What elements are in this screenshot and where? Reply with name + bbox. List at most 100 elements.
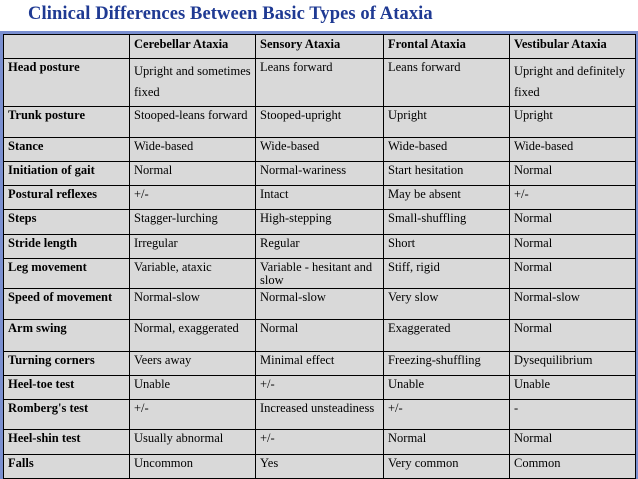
table-cell: -	[509, 399, 636, 431]
table-row: Head posture Upright and sometimes fixed…	[3, 57, 636, 108]
table-cell: Variable, ataxic	[129, 257, 256, 290]
table-cell: High-stepping	[255, 209, 384, 235]
table-cell: +/-	[383, 399, 510, 431]
title-divider	[0, 31, 638, 34]
table-cell: Normal	[509, 257, 636, 290]
right-frame-rule	[635, 34, 638, 479]
table-cell: Unable	[129, 374, 256, 401]
table-cell: Wide-based	[255, 136, 384, 162]
slide-title: Clinical Differences Between Basic Types…	[28, 4, 433, 24]
table-row: Turning corners Veers away Minimal effec…	[3, 350, 636, 376]
row-label: Head posture	[3, 57, 130, 108]
table-cell: Small-shuffling	[383, 209, 510, 235]
table-cell: Exaggerated	[383, 319, 510, 352]
table-cell: Upright	[509, 106, 636, 138]
table-cell: Regular	[255, 233, 384, 259]
table-cell: Variable - hesitant and slow	[255, 257, 384, 290]
table-cell: Leans forward	[383, 57, 510, 108]
table-cell: Upright	[383, 106, 510, 138]
table-row: Speed of movement Normal-slow Normal-slo…	[3, 288, 636, 321]
table-cell: Yes	[255, 453, 384, 479]
ataxia-comparison-table: Cerebellar Ataxia Sensory Ataxia Frontal…	[3, 34, 636, 479]
table-cell: +/-	[129, 399, 256, 431]
table-row: Romberg's test +/- Increased unsteadines…	[3, 399, 636, 431]
table-row: Postural reflexes +/- Intact May be abse…	[3, 185, 636, 211]
table-cell: Normal	[509, 319, 636, 352]
row-label: Initiation of gait	[3, 160, 130, 187]
row-label: Heel-shin test	[3, 429, 130, 455]
header-corner-cell	[3, 34, 130, 59]
table-cell: Normal	[509, 160, 636, 187]
table-cell: +/-	[129, 185, 256, 211]
table-cell: Very common	[383, 453, 510, 479]
table-row: Steps Stagger-lurching High-stepping Sma…	[3, 209, 636, 235]
table-cell: +/-	[255, 429, 384, 455]
table-cell: Very slow	[383, 288, 510, 321]
table-cell: Leans forward	[255, 57, 384, 108]
table-cell: Normal-slow	[509, 288, 636, 321]
table-cell: Uncommon	[129, 453, 256, 479]
header-cerebellar-ataxia: Cerebellar Ataxia	[129, 34, 256, 59]
header-vestibular-ataxia: Vestibular Ataxia	[509, 34, 636, 59]
table-cell: Stagger-lurching	[129, 209, 256, 235]
table-row: Falls Uncommon Yes Very common Common	[3, 453, 636, 479]
table-cell: Normal	[255, 319, 384, 352]
table-cell: Normal, exaggerated	[129, 319, 256, 352]
table-cell: Dysequilibrium	[509, 350, 636, 376]
table-cell: Irregular	[129, 233, 256, 259]
table-header-row: Cerebellar Ataxia Sensory Ataxia Frontal…	[3, 34, 636, 59]
row-label: Turning corners	[3, 350, 130, 376]
row-label: Stance	[3, 136, 130, 162]
table-cell: Intact	[255, 185, 384, 211]
table-cell: Wide-based	[383, 136, 510, 162]
row-label: Trunk posture	[3, 106, 130, 138]
table-cell: +/-	[255, 374, 384, 401]
table-cell: Normal-slow	[129, 288, 256, 321]
table-cell: Stooped-upright	[255, 106, 384, 138]
table-cell: Normal	[129, 160, 256, 187]
header-frontal-ataxia: Frontal Ataxia	[383, 34, 510, 59]
table-cell: Increased unsteadiness	[255, 399, 384, 431]
table-cell: Minimal effect	[255, 350, 384, 376]
table-cell: Stooped-leans forward	[129, 106, 256, 138]
table-row: Stride length Irregular Regular Short No…	[3, 233, 636, 259]
row-label: Falls	[3, 453, 130, 479]
table-cell: Freezing-shuffling	[383, 350, 510, 376]
table-row: Trunk posture Stooped-leans forward Stoo…	[3, 106, 636, 138]
table-cell: Wide-based	[509, 136, 636, 162]
row-label: Stride length	[3, 233, 130, 259]
table-cell: Wide-based	[129, 136, 256, 162]
table-cell: Normal-wariness	[255, 160, 384, 187]
table-cell: Normal	[509, 429, 636, 455]
table-cell: Short	[383, 233, 510, 259]
row-label: Postural reflexes	[3, 185, 130, 211]
row-label: Leg movement	[3, 257, 130, 290]
table-cell: Upright and definitely fixed	[509, 57, 636, 108]
row-label: Heel-toe test	[3, 374, 130, 401]
table-row: Heel-shin test Usually abnormal +/- Norm…	[3, 429, 636, 455]
table-cell: +/-	[509, 185, 636, 211]
table-row: Arm swing Normal, exaggerated Normal Exa…	[3, 319, 636, 352]
table-row: Heel-toe test Unable +/- Unable Unable	[3, 374, 636, 401]
table-cell: Normal	[509, 209, 636, 235]
table-cell: Upright and sometimes fixed	[129, 57, 256, 108]
table-cell: Unable	[383, 374, 510, 401]
table-cell: Normal	[509, 233, 636, 259]
table-row: Stance Wide-based Wide-based Wide-based …	[3, 136, 636, 162]
row-label: Steps	[3, 209, 130, 235]
table-cell: Common	[509, 453, 636, 479]
table-row: Initiation of gait Normal Normal-warines…	[3, 160, 636, 187]
table-cell: Normal-slow	[255, 288, 384, 321]
table-cell: Start hesitation	[383, 160, 510, 187]
table-cell: Usually abnormal	[129, 429, 256, 455]
left-frame-rule	[0, 34, 3, 479]
row-label: Speed of movement	[3, 288, 130, 321]
header-sensory-ataxia: Sensory Ataxia	[255, 34, 384, 59]
table-cell: Normal	[383, 429, 510, 455]
row-label: Romberg's test	[3, 399, 130, 431]
table-cell: May be absent	[383, 185, 510, 211]
table-row: Leg movement Variable, ataxic Variable -…	[3, 257, 636, 290]
table-cell: Unable	[509, 374, 636, 401]
table-cell: Stiff, rigid	[383, 257, 510, 290]
row-label: Arm swing	[3, 319, 130, 352]
